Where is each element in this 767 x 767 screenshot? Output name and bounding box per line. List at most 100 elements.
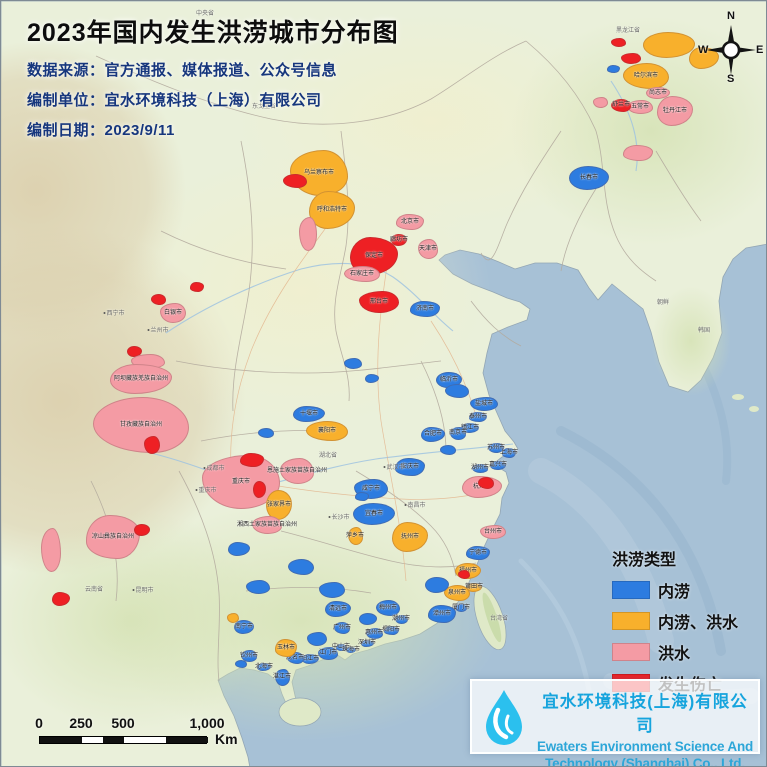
map-region-嘉兴市: 嘉兴市	[489, 460, 507, 470]
map-region-南宁市: 南宁市	[234, 620, 254, 634]
city-dot	[103, 312, 106, 315]
map-region-泰州市: 泰州市	[469, 412, 487, 422]
map-region-label: 潮州市	[392, 616, 411, 622]
map-region-宁德市: 宁德市	[466, 546, 490, 560]
map-reference-label: 兰州市	[147, 328, 169, 334]
scale-tick-label: 250	[69, 715, 93, 731]
company-logo-text: 宜水环境科技(上海)有限公司 Ewaters Environment Scien…	[534, 686, 756, 767]
map-region-label: 牡丹江市	[662, 108, 687, 114]
map-region-label: 济南市	[415, 306, 434, 312]
map-region-label: 恩施土家族苗族自治州	[267, 468, 328, 474]
map-region	[246, 580, 270, 594]
water-drop-icon	[486, 690, 522, 745]
map-region-label: 阿坝藏族羌族自治州	[113, 376, 168, 382]
map-region-label: 北海市	[255, 664, 274, 670]
legend-swatch	[612, 581, 650, 599]
scale-bar-unit: Km	[215, 731, 238, 747]
map-region-label: 苏州市	[487, 445, 506, 451]
map-region	[621, 52, 641, 64]
map-reference-label: 东戈壁省	[251, 104, 277, 110]
map-region	[319, 582, 345, 598]
map-region	[227, 613, 239, 623]
company-name-en-2: Technology (Shanghai) Co., Ltd.	[545, 756, 745, 767]
legend-title: 洪涝类型	[612, 552, 677, 569]
map-region-label: 张家界市	[267, 502, 292, 508]
map-reference-label: 黑龙江省	[615, 28, 641, 34]
scale-bar-segment	[166, 737, 208, 743]
scale-bar-segment	[124, 737, 166, 743]
map-region-长春市: 长春市	[569, 166, 609, 190]
map-region-梅州市: 梅州市	[376, 600, 400, 616]
map-region-label: 乌兰察布市	[303, 170, 334, 176]
map-region-label: 揭阳市	[382, 627, 401, 633]
hainan-island	[278, 697, 322, 727]
city-dot	[328, 516, 331, 519]
map-region-label: 哈尔滨市	[633, 73, 658, 79]
map-region	[643, 32, 695, 58]
map-region-label: 呼和浩特市	[316, 207, 347, 213]
map-region-清远市: 清远市	[325, 601, 351, 617]
map-region-label: 厦门市	[452, 605, 471, 611]
map-region-湖州市: 湖州市	[471, 463, 489, 473]
map-region-label: 天津市	[419, 246, 438, 252]
map-region	[610, 37, 626, 47]
compass-s-label: S	[727, 73, 735, 85]
map-region-邢台市: 邢台市	[359, 291, 399, 313]
city-dot	[147, 329, 150, 332]
map-region-北海市: 北海市	[255, 663, 274, 671]
map-region-label: 石家庄市	[349, 271, 374, 277]
legend-label: 内涝	[658, 584, 691, 601]
map-region-中山市: 中山市	[332, 643, 350, 651]
map-region-label: 凉山彝族自治州	[91, 534, 134, 540]
map-region-label: 上海市	[500, 450, 519, 456]
map-region-label: 宁德市	[468, 550, 487, 556]
scale-bar-segment	[103, 737, 124, 743]
compass-star-icon	[706, 25, 756, 75]
map-region-天津市: 天津市	[418, 239, 438, 259]
map-region	[252, 480, 266, 498]
scale-tick-label: 1,000	[189, 715, 225, 731]
map-region-阿坝藏族羌族自治州: 阿坝藏族羌族自治州	[110, 364, 172, 394]
map-reference-label: 南昌市	[404, 503, 426, 509]
map-region-label: 漳州市	[432, 611, 451, 617]
map-reference-label: 朝鲜	[656, 300, 670, 306]
map-region-北京市: 北京市	[396, 214, 424, 230]
map-region-苏州市: 苏州市	[487, 443, 506, 453]
map-region-label: 清远市	[328, 606, 347, 612]
map-region-label: 邢台市	[369, 299, 388, 305]
map-region-凉山彝族自治州: 凉山彝族自治州	[86, 515, 140, 559]
map-region-label: 咸宁市	[361, 486, 380, 492]
map-region	[425, 577, 449, 593]
map-region	[288, 559, 314, 575]
map-region	[307, 632, 327, 646]
map-region-label: 廊坊市	[390, 237, 409, 243]
data-source-line: 数据来源：官方通报、媒体报道、公众号信息	[27, 62, 338, 79]
legend-label: 洪水	[658, 646, 691, 663]
map-region-安庆市: 安庆市	[395, 458, 425, 476]
taiwan-ridge	[482, 592, 502, 643]
map-region-label: 玉林市	[276, 645, 295, 651]
map-region-label: 保定市	[364, 253, 383, 259]
map-reference-label: 湖北省	[318, 453, 338, 459]
map-region-厦门市: 厦门市	[452, 604, 471, 612]
map-region-阳江市: 阳江市	[301, 654, 319, 664]
map-region-湛江市: 湛江市	[273, 668, 291, 686]
city-dot	[132, 589, 135, 592]
map-region-潮州市: 潮州市	[392, 614, 411, 624]
company-logo-box: 宜水环境科技(上海)有限公司 Ewaters Environment Scien…	[470, 679, 760, 766]
map-region-莆田市: 莆田市	[465, 582, 483, 592]
map-region-台州市: 台州市	[480, 525, 506, 539]
city-dot	[404, 504, 407, 507]
map-region-乌兰察布市: 乌兰察布市	[290, 150, 348, 196]
map-region-label: 抚州市	[400, 534, 419, 540]
map-region-襄阳市: 襄阳市	[306, 421, 348, 441]
map-region-白银市: 白银市	[160, 303, 186, 323]
legend-swatch	[612, 612, 650, 630]
map-region-舒兰市: 舒兰市	[611, 98, 631, 112]
map-region-label: 钦州市	[240, 653, 259, 659]
map-region-label: 五常市	[630, 104, 649, 110]
compass-n-label: N	[727, 10, 735, 22]
map-region-label: 江门市	[319, 650, 338, 656]
map-region-珠海市: 珠海市	[342, 647, 360, 653]
map-region	[344, 357, 362, 369]
